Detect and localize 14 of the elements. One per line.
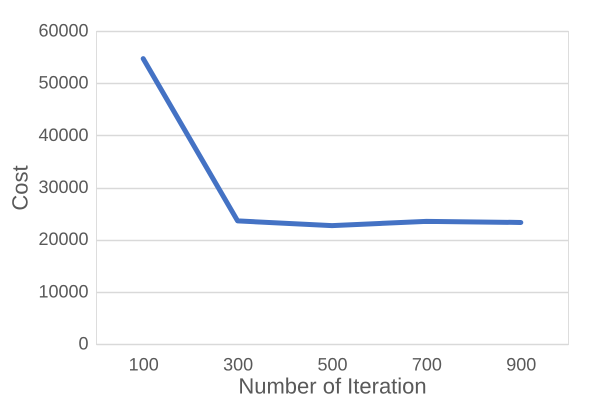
- x-tick-label: 500: [317, 354, 348, 374]
- y-tick-label: 20000: [38, 229, 88, 250]
- y-tick-label: 50000: [38, 72, 88, 93]
- y-tick-label: 10000: [38, 281, 88, 302]
- x-tick-label: 100: [128, 354, 159, 374]
- y-tick-label: 40000: [38, 124, 88, 145]
- x-tick-label: 700: [412, 354, 442, 374]
- y-tick-label: 0: [78, 334, 88, 354]
- y-tick-label: 30000: [38, 177, 88, 197]
- x-tick-label: 300: [223, 354, 254, 374]
- x-tick-label: 900: [506, 354, 536, 374]
- y-axis-title: Cost: [7, 165, 32, 211]
- x-axis-title: Number of Iteration: [238, 374, 427, 398]
- y-tick-label: 60000: [38, 20, 88, 40]
